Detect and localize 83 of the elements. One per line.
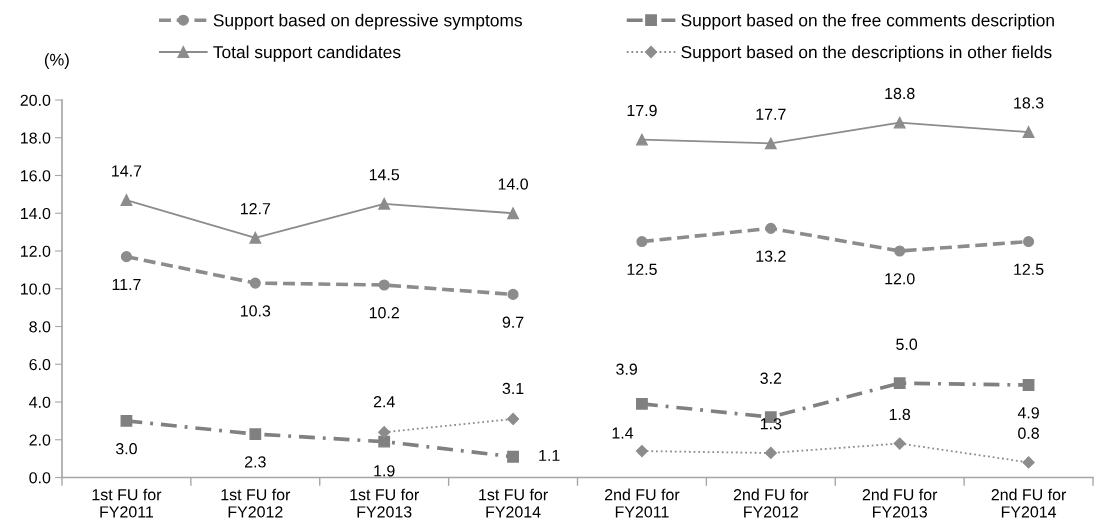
point [507,207,519,220]
point [249,428,262,440]
x-tick-label: 2nd FU for FY2011 [605,488,680,518]
data-label: 1.1 [539,449,560,461]
point [378,279,390,291]
point [636,133,648,146]
data-label: 1.9 [374,465,395,477]
x-tick-label: 1st FU for FY2012 [221,488,291,518]
data-label: 1.4 [612,427,634,439]
data-label: 12.5 [627,263,657,276]
point [378,426,391,439]
x-tick-label: 1st FU for FY2013 [350,488,419,518]
y-tick-label: 14.0 [21,207,51,220]
point [765,222,777,234]
data-label: 12.7 [240,202,271,215]
point [120,194,133,206]
point [636,397,648,410]
x-tick-label: 2nd FU for FY2014 [991,488,1067,518]
point [378,435,391,448]
point [635,444,649,458]
point [120,414,133,427]
x-tick-label: 1st FU for FY2011 [92,488,162,518]
data-label: 3.0 [115,443,137,455]
data-label: 14.0 [498,178,528,190]
y-tick-label: 20.0 [20,94,51,106]
y-tick-label: 8.0 [29,321,51,333]
data-label: 11.7 [112,278,141,290]
point [1023,236,1035,248]
data-label: 14.7 [112,165,142,177]
data-label: 13.2 [756,250,786,262]
y-tick-label: 0.0 [29,472,51,484]
data-label: 12.0 [885,273,915,285]
data-label: 17.9 [627,104,657,117]
data-label: 14.5 [369,169,400,181]
point [893,437,906,450]
point [764,446,777,460]
data-label: 3.9 [616,363,638,375]
y-tick-label: 18.0 [21,132,51,144]
x-tick-label: 1st FU for FY2014 [479,488,548,518]
point [120,251,132,263]
point [1022,126,1035,138]
data-label: 12.5 [1014,263,1044,276]
data-label: 3.1 [502,382,524,395]
legend-label: Total support candidates [213,45,401,62]
y-tick-label: 10.0 [21,283,51,295]
data-label: 17.7 [756,108,786,120]
data-label: 18.3 [1014,97,1044,109]
legend-label: Support based on depressive symptoms [213,13,522,30]
data-label: 2.3 [245,456,266,468]
legend-label: Support based on the free comments description [681,13,1054,30]
point [894,245,906,257]
data-label: 9.7 [502,316,524,328]
data-label: 10.3 [240,305,271,317]
legend-label: Support based on the descriptions in other fields [681,45,1052,62]
point [249,277,261,289]
point [893,116,906,129]
x-tick-label: 2nd FU for FY2013 [862,488,938,518]
y-tick-label: 4.0 [29,396,51,408]
data-label: 10.2 [369,307,399,319]
x-tick-label: 2nd FU for FY2012 [733,488,809,518]
y-tick-label: 12.0 [21,245,51,257]
data-label: 0.8 [1018,427,1039,439]
y-axis-title: (%) [44,53,69,69]
point [507,288,519,300]
point [378,197,391,210]
data-label: 4.9 [1017,407,1039,419]
data-label: 1.8 [889,408,911,421]
data-label: 2.4 [373,396,395,408]
point [506,412,520,426]
point [1022,379,1035,391]
data-label: 18.8 [885,87,915,100]
point [249,231,262,244]
y-tick-label: 16.0 [21,170,51,182]
point [1022,456,1035,469]
data-label: 3.2 [760,372,782,384]
y-tick-label: 6.0 [29,358,51,371]
point [764,137,777,150]
point [893,377,906,390]
data-label: 5.0 [896,338,918,350]
data-label: 1.3 [760,418,782,430]
point [636,236,648,248]
y-tick-label: 2.0 [29,434,51,446]
point [507,450,519,463]
